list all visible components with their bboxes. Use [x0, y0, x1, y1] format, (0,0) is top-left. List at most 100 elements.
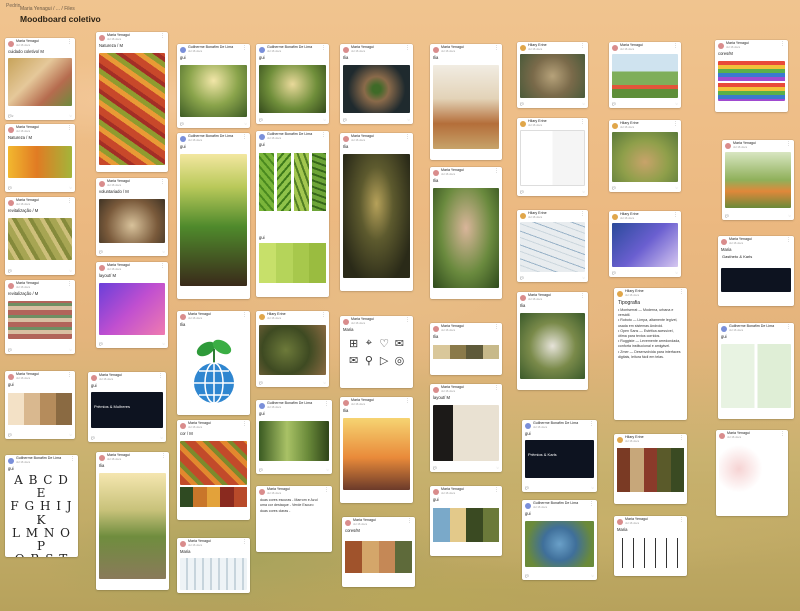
more-icon[interactable]: ⋮: [780, 431, 785, 437]
board-card[interactable]: Maria Yenagui Jul 16 docs ⋮ revitalização …: [5, 280, 75, 354]
board-card[interactable]: Maria Yenagui Jul 16 docs ⋮ Ilia: [340, 397, 413, 503]
board-card[interactable]: Maria Yenagui Jul 16 docs ⋮ gui Prêmios & …: [88, 372, 166, 442]
board-card[interactable]: Maria Yenagui Jul 16 docs ⋮: [716, 430, 788, 516]
comment-icon[interactable]: 💬: [259, 118, 263, 122]
comment-icon[interactable]: 💬: [433, 466, 437, 470]
board-card[interactable]: Maria Yenagui Jul 16 docs ⋮ Ilia: [430, 167, 502, 299]
like-icon[interactable]: ♡: [69, 186, 72, 190]
more-icon[interactable]: ⋮: [494, 168, 499, 174]
board-card[interactable]: Hilary Erine Jul 16 docs ⋮ Tipografia • Mo…: [614, 288, 687, 420]
board-card[interactable]: Maria Yenagui Jul 16 docs ⋮ layout/ M 💬 ♡: [430, 384, 502, 472]
comment-icon[interactable]: 💬: [259, 381, 263, 385]
board-card[interactable]: Maria Yenagui Jul 16 docs ⋮ cor / M: [177, 420, 250, 520]
board-card[interactable]: Maria Yenagui Jul 16 docs ⋮ Maria ⊞ ⌖ ♡ ✉ ✉ ⚲ ▷ ◎: [340, 316, 413, 388]
more-icon[interactable]: ⋮: [405, 398, 410, 404]
board-card[interactable]: Maria Yenagui Jul 16 docs ⋮ 💬 ♡: [722, 140, 794, 220]
more-icon[interactable]: ⋮: [407, 518, 412, 524]
board-card[interactable]: Maria Yenagui Jul 16 docs ⋮ Ilia: [430, 323, 502, 375]
more-icon[interactable]: ⋮: [580, 119, 585, 125]
board-card[interactable]: Maria Yenagui Jul 16 docs ⋮ Ilia: [340, 133, 413, 291]
board-card[interactable]: Maria Yenagui Jul 16 docs ⋮ Ilia: [177, 311, 250, 415]
comment-icon[interactable]: 💬: [8, 433, 12, 437]
board-card[interactable]: Guilherme Bonafim De Lima Jul 16 docs ⋮ gu…: [256, 131, 329, 297]
more-icon[interactable]: ⋮: [494, 487, 499, 493]
board-card[interactable]: Maria Yenagui Jul 16 docs ⋮ Maria: [614, 516, 687, 576]
board-card[interactable]: Guilherme Bonafim De Lima Jul 16 docs ⋮ gu…: [256, 400, 332, 474]
comment-icon[interactable]: 💬: [8, 348, 12, 352]
more-icon[interactable]: ⋮: [324, 401, 329, 407]
comment-icon[interactable]: 💬: [612, 271, 616, 275]
like-icon[interactable]: ♡: [69, 114, 72, 118]
board-card[interactable]: Maria Yenagui Jul 16 docs ⋮ Ilia: [517, 292, 588, 390]
like-icon[interactable]: ♡: [69, 433, 72, 437]
board-card[interactable]: Guilherme Bonafim De Lima Jul 16 docs ⋮ gu…: [718, 323, 794, 419]
comment-icon[interactable]: 💬: [612, 186, 616, 190]
like-icon[interactable]: ♡: [323, 381, 326, 385]
like-icon[interactable]: ♡: [675, 186, 678, 190]
more-icon[interactable]: ⋮: [580, 293, 585, 299]
comment-icon[interactable]: 💬: [520, 190, 524, 194]
board-card[interactable]: Maria Yenagui Jul 16 docs ⋮ cuidado coleti…: [5, 38, 75, 120]
like-icon[interactable]: ♡: [69, 269, 72, 273]
board-card[interactable]: Hilary Erine Jul 16 docs ⋮: [614, 434, 687, 504]
more-icon[interactable]: ⋮: [67, 125, 72, 131]
board-card[interactable]: Maria Yenagui Jul 16 docs ⋮ revitalização …: [5, 197, 75, 275]
more-icon[interactable]: ⋮: [70, 456, 75, 462]
board-card[interactable]: Maria Yenagui Jul 16 docs ⋮ Ilia 💬 ♡: [340, 44, 413, 124]
more-icon[interactable]: ⋮: [405, 134, 410, 140]
comment-icon[interactable]: 💬2: [8, 114, 14, 118]
comment-icon[interactable]: 💬: [525, 486, 529, 490]
more-icon[interactable]: ⋮: [160, 179, 165, 185]
board-card[interactable]: Hilary Erine Jul 16 docs ⋮ 💬 ♡: [256, 311, 329, 387]
more-icon[interactable]: ⋮: [679, 517, 684, 523]
more-icon[interactable]: ⋮: [494, 45, 499, 51]
like-icon[interactable]: ♡: [160, 436, 163, 440]
more-icon[interactable]: ⋮: [673, 121, 678, 127]
more-icon[interactable]: ⋮: [494, 385, 499, 391]
board-card[interactable]: Guilherme Bonafim De Lima Jul 16 docs ⋮ gu…: [5, 455, 78, 557]
comment-icon[interactable]: 💬: [259, 468, 263, 472]
comment-icon[interactable]: 💬: [343, 118, 347, 122]
board-card[interactable]: Maria Yenagui Jul 16 docs ⋮ gui 💬 ♡: [5, 371, 75, 439]
more-icon[interactable]: ⋮: [679, 435, 684, 441]
board-card[interactable]: Maria Yenagui Jul 16 docs ⋮ Ilia: [430, 44, 502, 160]
like-icon[interactable]: ♡: [162, 250, 165, 254]
comment-icon[interactable]: 💬: [99, 250, 103, 254]
more-icon[interactable]: ⋮: [67, 372, 72, 378]
board-card[interactable]: Hilary Erine Jul 16 docs ⋮ 💬 ♡: [517, 42, 588, 108]
more-icon[interactable]: ⋮: [242, 134, 247, 140]
more-icon[interactable]: ⋮: [321, 312, 326, 318]
more-icon[interactable]: ⋮: [242, 539, 247, 545]
more-icon[interactable]: ⋮: [494, 324, 499, 330]
more-icon[interactable]: ⋮: [673, 212, 678, 218]
more-icon[interactable]: ⋮: [589, 501, 594, 507]
board-card[interactable]: Maria Yenagui Jul 16 docs ⋮ cores/M: [715, 40, 788, 112]
like-icon[interactable]: ♡: [323, 118, 326, 122]
board-card[interactable]: Guilherme Bonafim De Lima Jul 16 docs ⋮ gu…: [522, 500, 597, 580]
more-icon[interactable]: ⋮: [161, 453, 166, 459]
board-card[interactable]: Maria Yenagui Jul 16 docs ⋮ gui: [430, 486, 502, 556]
like-icon[interactable]: ♡: [496, 466, 499, 470]
board-card[interactable]: Maria Yenagui Jul 16 docs ⋮ layout/ M 💬 ♡: [96, 262, 168, 348]
more-icon[interactable]: ⋮: [786, 237, 791, 243]
more-icon[interactable]: ⋮: [158, 373, 163, 379]
board-card[interactable]: Maria Yenagui Jul 16 docs ⋮ duas cores esc…: [256, 486, 332, 552]
comment-icon[interactable]: 💬: [725, 214, 729, 218]
comment-icon[interactable]: 💬: [91, 436, 95, 440]
board-card[interactable]: Maria Yenagui Jul 16 docs ⋮ Natureza / M 💬…: [5, 124, 75, 192]
board-card[interactable]: Hilary Erine Jul 16 docs ⋮ 💬 ♡: [517, 210, 588, 282]
board-card[interactable]: Maria Yenagui Jul 16 docs ⋮ Ilia: [96, 452, 169, 590]
like-icon[interactable]: ♡: [675, 271, 678, 275]
board-card[interactable]: Guilherme Bonafim De Lima Jul 16 docs ⋮ gu…: [177, 133, 250, 299]
board-card[interactable]: Hilary Erine Jul 16 docs ⋮ 💬 ♡: [609, 120, 681, 192]
like-icon[interactable]: ♡: [244, 122, 247, 126]
more-icon[interactable]: ⋮: [580, 211, 585, 217]
board-card[interactable]: Maria Yenagui Jul 16 docs ⋮ Maria: [177, 538, 250, 593]
like-icon[interactable]: ♡: [69, 348, 72, 352]
breadcrumb[interactable]: Maria Yenagui / ... / Files: [20, 6, 75, 12]
more-icon[interactable]: ⋮: [589, 421, 594, 427]
comment-icon[interactable]: 💬: [525, 574, 529, 578]
more-icon[interactable]: ⋮: [321, 45, 326, 51]
more-icon[interactable]: ⋮: [67, 39, 72, 45]
more-icon[interactable]: ⋮: [160, 33, 165, 39]
